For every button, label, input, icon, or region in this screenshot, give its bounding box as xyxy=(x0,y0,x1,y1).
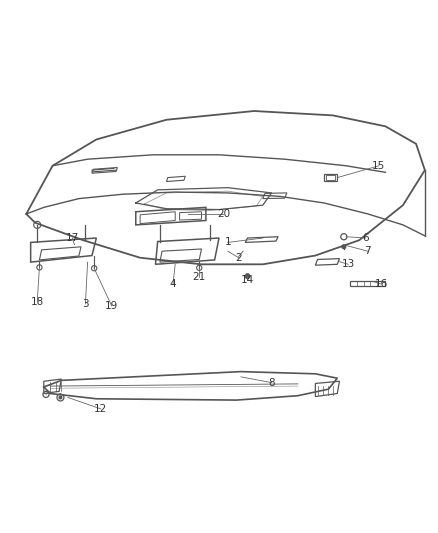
Text: 15: 15 xyxy=(372,161,385,171)
Text: 19: 19 xyxy=(105,301,118,311)
Text: 13: 13 xyxy=(342,260,355,269)
Text: 2: 2 xyxy=(235,253,242,263)
Text: 8: 8 xyxy=(268,377,275,387)
Text: 17: 17 xyxy=(66,233,79,243)
Text: 4: 4 xyxy=(170,279,177,289)
Text: 1: 1 xyxy=(224,237,231,247)
Text: 18: 18 xyxy=(31,296,44,306)
Circle shape xyxy=(59,396,62,399)
Circle shape xyxy=(245,273,250,279)
Text: 3: 3 xyxy=(82,298,89,309)
Text: 7: 7 xyxy=(364,246,371,256)
Text: 16: 16 xyxy=(374,279,388,289)
Circle shape xyxy=(342,245,346,249)
Text: 14: 14 xyxy=(241,274,254,285)
Text: 6: 6 xyxy=(362,233,369,243)
Text: 21: 21 xyxy=(193,272,206,282)
Text: 20: 20 xyxy=(217,209,230,219)
Text: 12: 12 xyxy=(94,404,107,414)
